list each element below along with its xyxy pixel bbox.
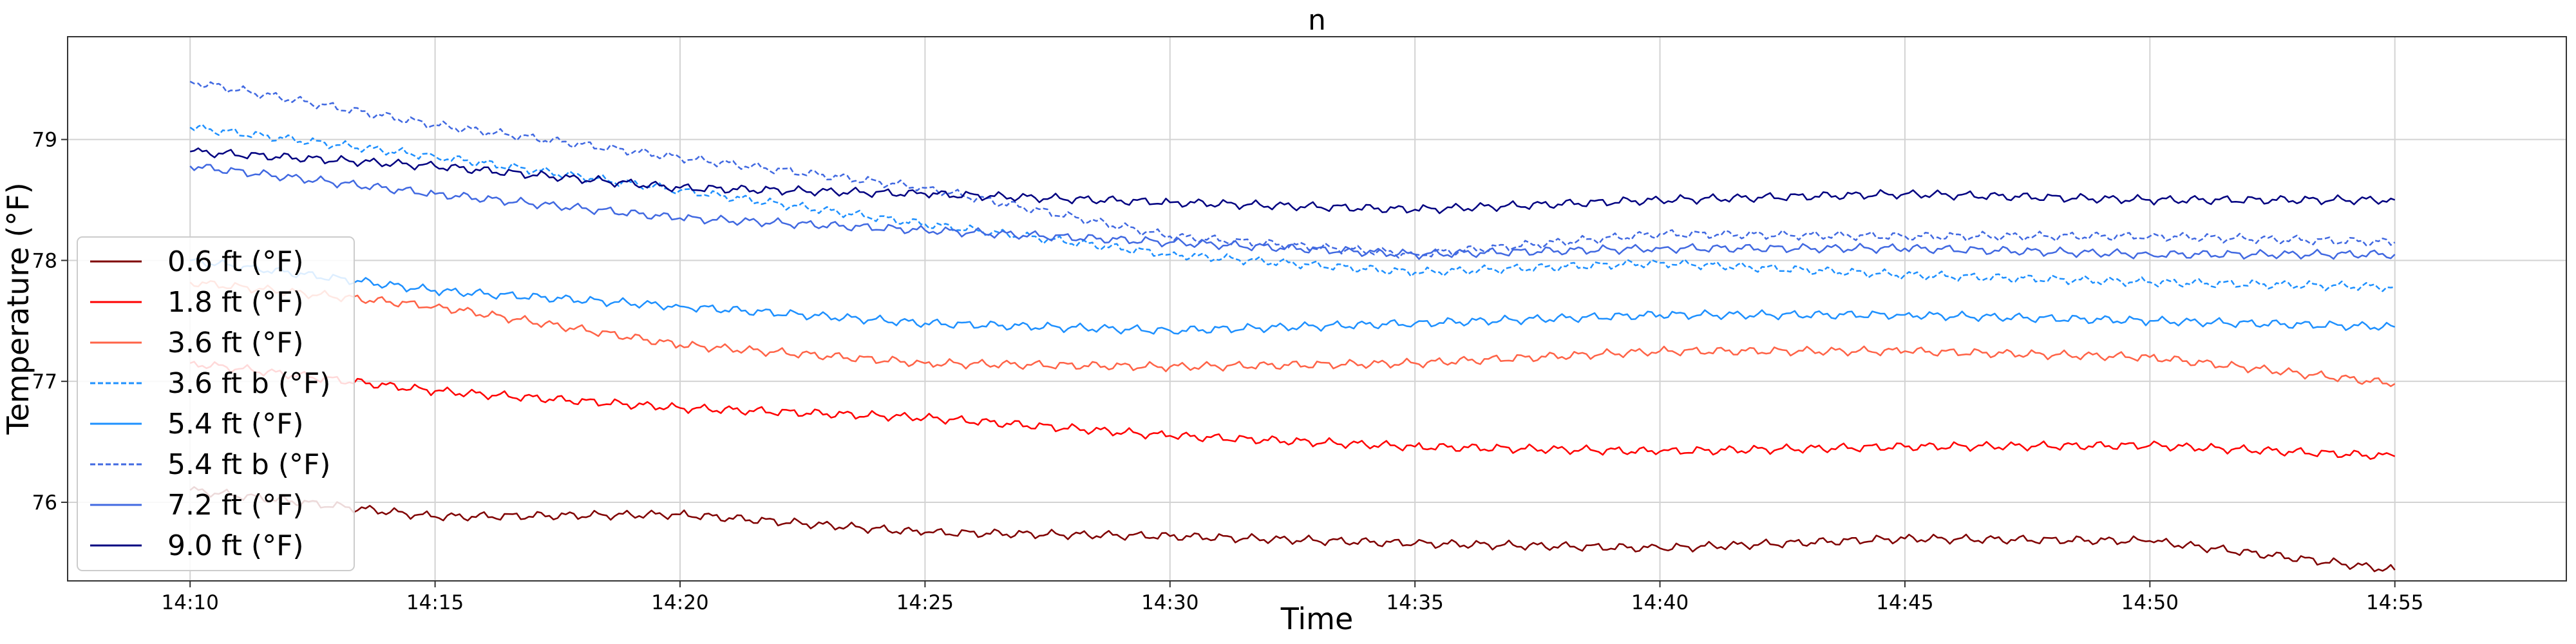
x-tick-label: 14:25 bbox=[896, 591, 954, 614]
legend-label: 7.2 ft (°F) bbox=[167, 489, 304, 522]
x-axis: 14:10 14:15 14:20 14:25 14:30 14:35 14:40 14:45… bbox=[162, 581, 2423, 614]
x-tick-label: 14:50 bbox=[2121, 591, 2179, 614]
legend-label: 0.6 ft (°F) bbox=[167, 245, 304, 278]
x-tick-label: 14:40 bbox=[1631, 591, 1689, 614]
x-axis-label: Time bbox=[1280, 601, 1354, 636]
legend-label: 3.6 ft (°F) bbox=[167, 327, 304, 359]
y-axis: 76 77 78 79 bbox=[32, 129, 68, 515]
y-tick-label: 76 bbox=[32, 491, 57, 515]
x-tick-label: 14:30 bbox=[1141, 591, 1198, 614]
legend-label: 5.4 ft (°F) bbox=[167, 408, 304, 440]
series-group bbox=[189, 80, 2396, 573]
series-line bbox=[189, 361, 2396, 460]
x-tick-label: 14:20 bbox=[651, 591, 708, 614]
legend-box bbox=[77, 236, 355, 571]
series-line bbox=[189, 486, 2396, 573]
legend: 0.6 ft (°F) 1.8 ft (°F) 3.6 ft (°F) 3.6 ft … bbox=[77, 236, 355, 571]
y-axis-label: Temperature (°F) bbox=[1, 182, 35, 435]
x-tick-label: 14:55 bbox=[2366, 591, 2423, 614]
y-tick-label: 79 bbox=[32, 129, 57, 152]
y-tick-label: 77 bbox=[32, 370, 57, 393]
x-tick-label: 14:15 bbox=[406, 591, 464, 614]
plot-frame bbox=[67, 36, 2567, 582]
grid bbox=[68, 37, 2566, 581]
chart-title: n bbox=[1308, 4, 1326, 37]
series-line bbox=[189, 164, 2396, 260]
series-line bbox=[189, 257, 2396, 335]
legend-label: 9.0 ft (°F) bbox=[167, 529, 304, 562]
x-tick-label: 14:35 bbox=[1386, 591, 1443, 614]
x-tick-label: 14:45 bbox=[1876, 591, 1933, 614]
legend-label: 3.6 ft b (°F) bbox=[167, 367, 330, 400]
series-line bbox=[189, 280, 2396, 388]
legend-label: 5.4 ft b (°F) bbox=[167, 448, 330, 481]
series-line bbox=[189, 80, 2396, 259]
series-line bbox=[189, 147, 2396, 214]
y-tick-label: 78 bbox=[32, 249, 57, 272]
legend-label: 1.8 ft (°F) bbox=[167, 286, 304, 319]
x-tick-label: 14:10 bbox=[162, 591, 219, 614]
